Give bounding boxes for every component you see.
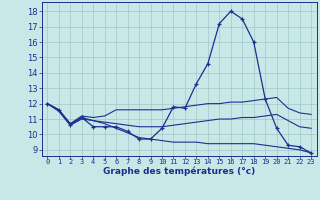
X-axis label: Graphe des températures (°c): Graphe des températures (°c) bbox=[103, 166, 255, 176]
